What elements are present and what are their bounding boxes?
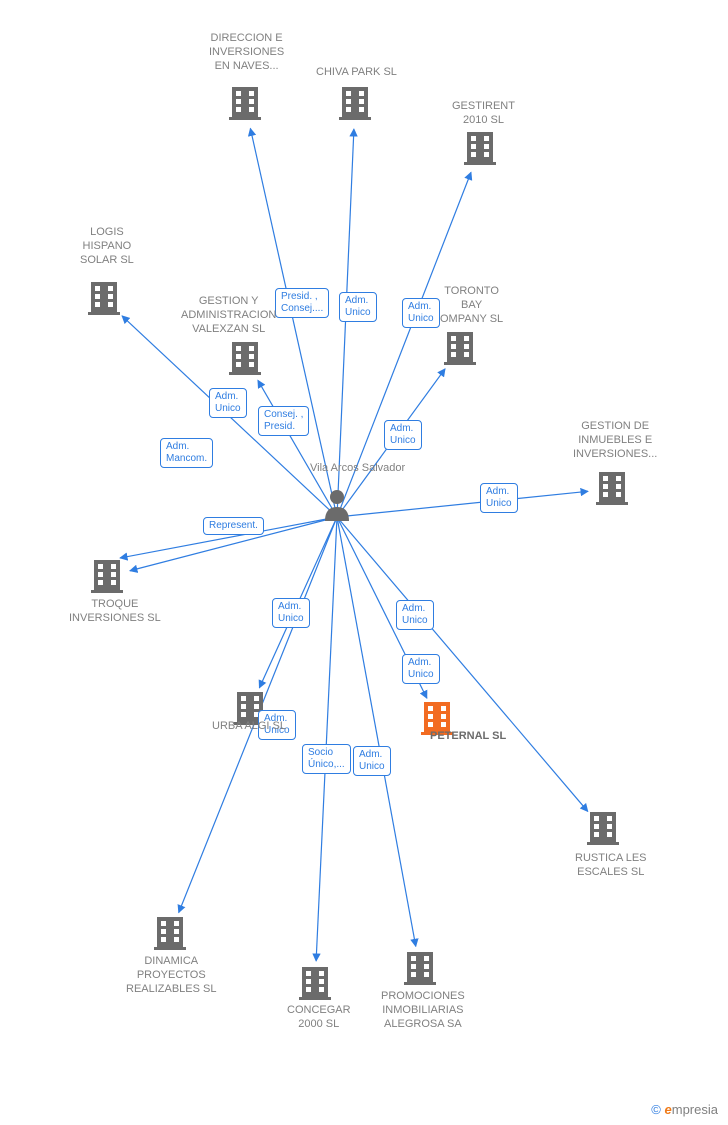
edge-label: Adm. Unico	[272, 598, 310, 628]
edge-label: Consej. , Presid.	[258, 406, 309, 436]
building-icon[interactable]	[299, 967, 331, 1000]
edge-label: Adm. Unico	[384, 420, 422, 450]
edge-label: Adm. Mancom.	[160, 438, 213, 468]
building-icon[interactable]	[339, 87, 371, 120]
edge-label: Adm. Unico	[353, 746, 391, 776]
edge	[316, 517, 337, 961]
edge	[337, 129, 354, 517]
brand-rest: mpresia	[672, 1102, 718, 1117]
node-label: CHIVA PARK SL	[316, 66, 397, 80]
edge-label: Adm. Unico	[339, 292, 377, 322]
node-label: GESTIRENT 2010 SL	[452, 100, 515, 128]
building-icon[interactable]	[587, 812, 619, 845]
edge	[337, 517, 416, 946]
node-label: RUSTICA LES ESCALES SL	[575, 852, 647, 880]
edge	[258, 380, 337, 517]
edge	[337, 491, 588, 517]
building-icon[interactable]	[229, 342, 261, 375]
node-label: DIRECCION E INVERSIONES EN NAVES...	[209, 32, 284, 73]
building-icon[interactable]	[154, 917, 186, 950]
node-label: GESTION DE INMUEBLES E INVERSIONES...	[573, 420, 657, 461]
node-label: TROQUE INVERSIONES SL	[69, 598, 161, 626]
node-label: PROMOCIONES INMOBILIARIAS ALEGROSA SA	[381, 990, 465, 1031]
node-label: LOGIS HISPANO SOLAR SL	[80, 226, 134, 267]
building-icon[interactable]	[444, 332, 476, 365]
edge-label: Presid. , Consej....	[275, 288, 329, 318]
edge-label: Adm. Unico	[402, 654, 440, 684]
building-icon[interactable]	[464, 132, 496, 165]
edge-label: Adm. Unico	[209, 388, 247, 418]
building-icon[interactable]	[229, 87, 261, 120]
node-label: CONCEGAR 2000 SL	[287, 1004, 351, 1032]
building-icon[interactable]	[596, 472, 628, 505]
node-label: TORONTO BAY OMPANY SL	[440, 285, 503, 326]
center-label: Vila Arcos Salvador	[310, 462, 405, 476]
edge-label: Represent.	[203, 517, 264, 535]
edge-label: Adm. Unico	[402, 298, 440, 328]
edge-label: Adm. Unico	[396, 600, 434, 630]
copyright-symbol: ©	[651, 1102, 661, 1117]
building-icon[interactable]	[88, 282, 120, 315]
edge-label: Socio Único,...	[302, 744, 351, 774]
node-label: GESTION Y ADMINISTRACION VALEXZAN SL	[181, 295, 276, 336]
node-label: URBA ALGI SL	[212, 720, 286, 734]
building-icon[interactable]	[91, 560, 123, 593]
footer-credit: © empresia	[651, 1102, 718, 1117]
node-label: PETERNAL SL	[430, 730, 506, 744]
brand-e: e	[665, 1102, 672, 1117]
node-label: DINAMICA PROYECTOS REALIZABLES SL	[126, 955, 217, 996]
edge-label: Adm. Unico	[480, 483, 518, 513]
building-icon[interactable]	[404, 952, 436, 985]
network-diagram	[0, 0, 728, 1125]
